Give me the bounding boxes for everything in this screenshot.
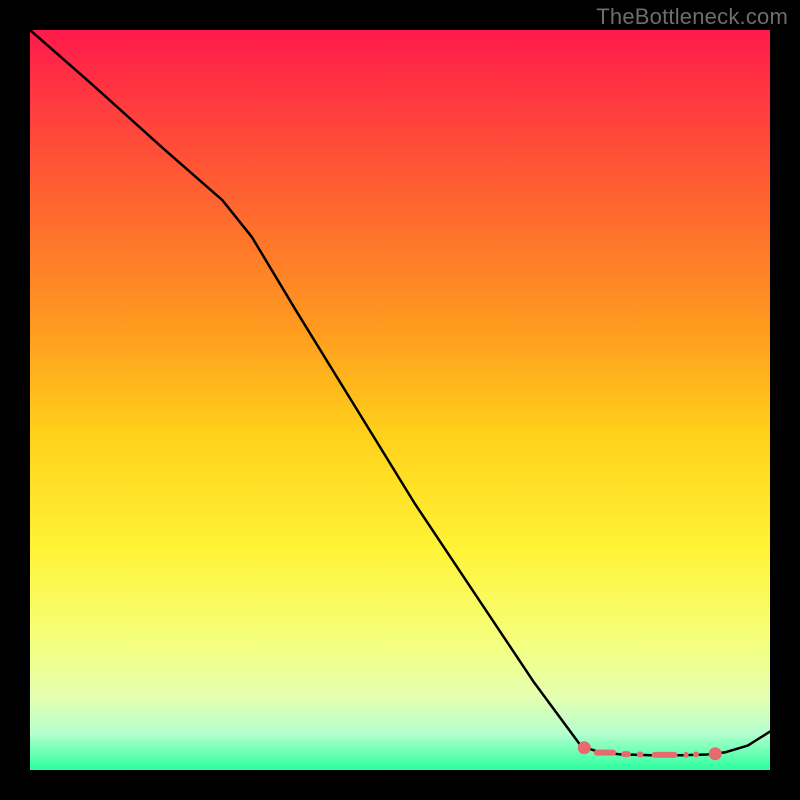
marker-dot <box>709 747 722 760</box>
marker-bar <box>637 751 644 757</box>
chart-svg <box>0 0 800 800</box>
chart-container: TheBottleneck.com <box>0 0 800 800</box>
marker-bar <box>621 751 631 757</box>
marker-bar <box>652 752 678 758</box>
plot-area <box>30 30 770 770</box>
marker-bar <box>594 750 616 756</box>
marker-dot <box>578 741 591 754</box>
marker-bar <box>683 752 688 758</box>
marker-bar <box>693 751 699 757</box>
